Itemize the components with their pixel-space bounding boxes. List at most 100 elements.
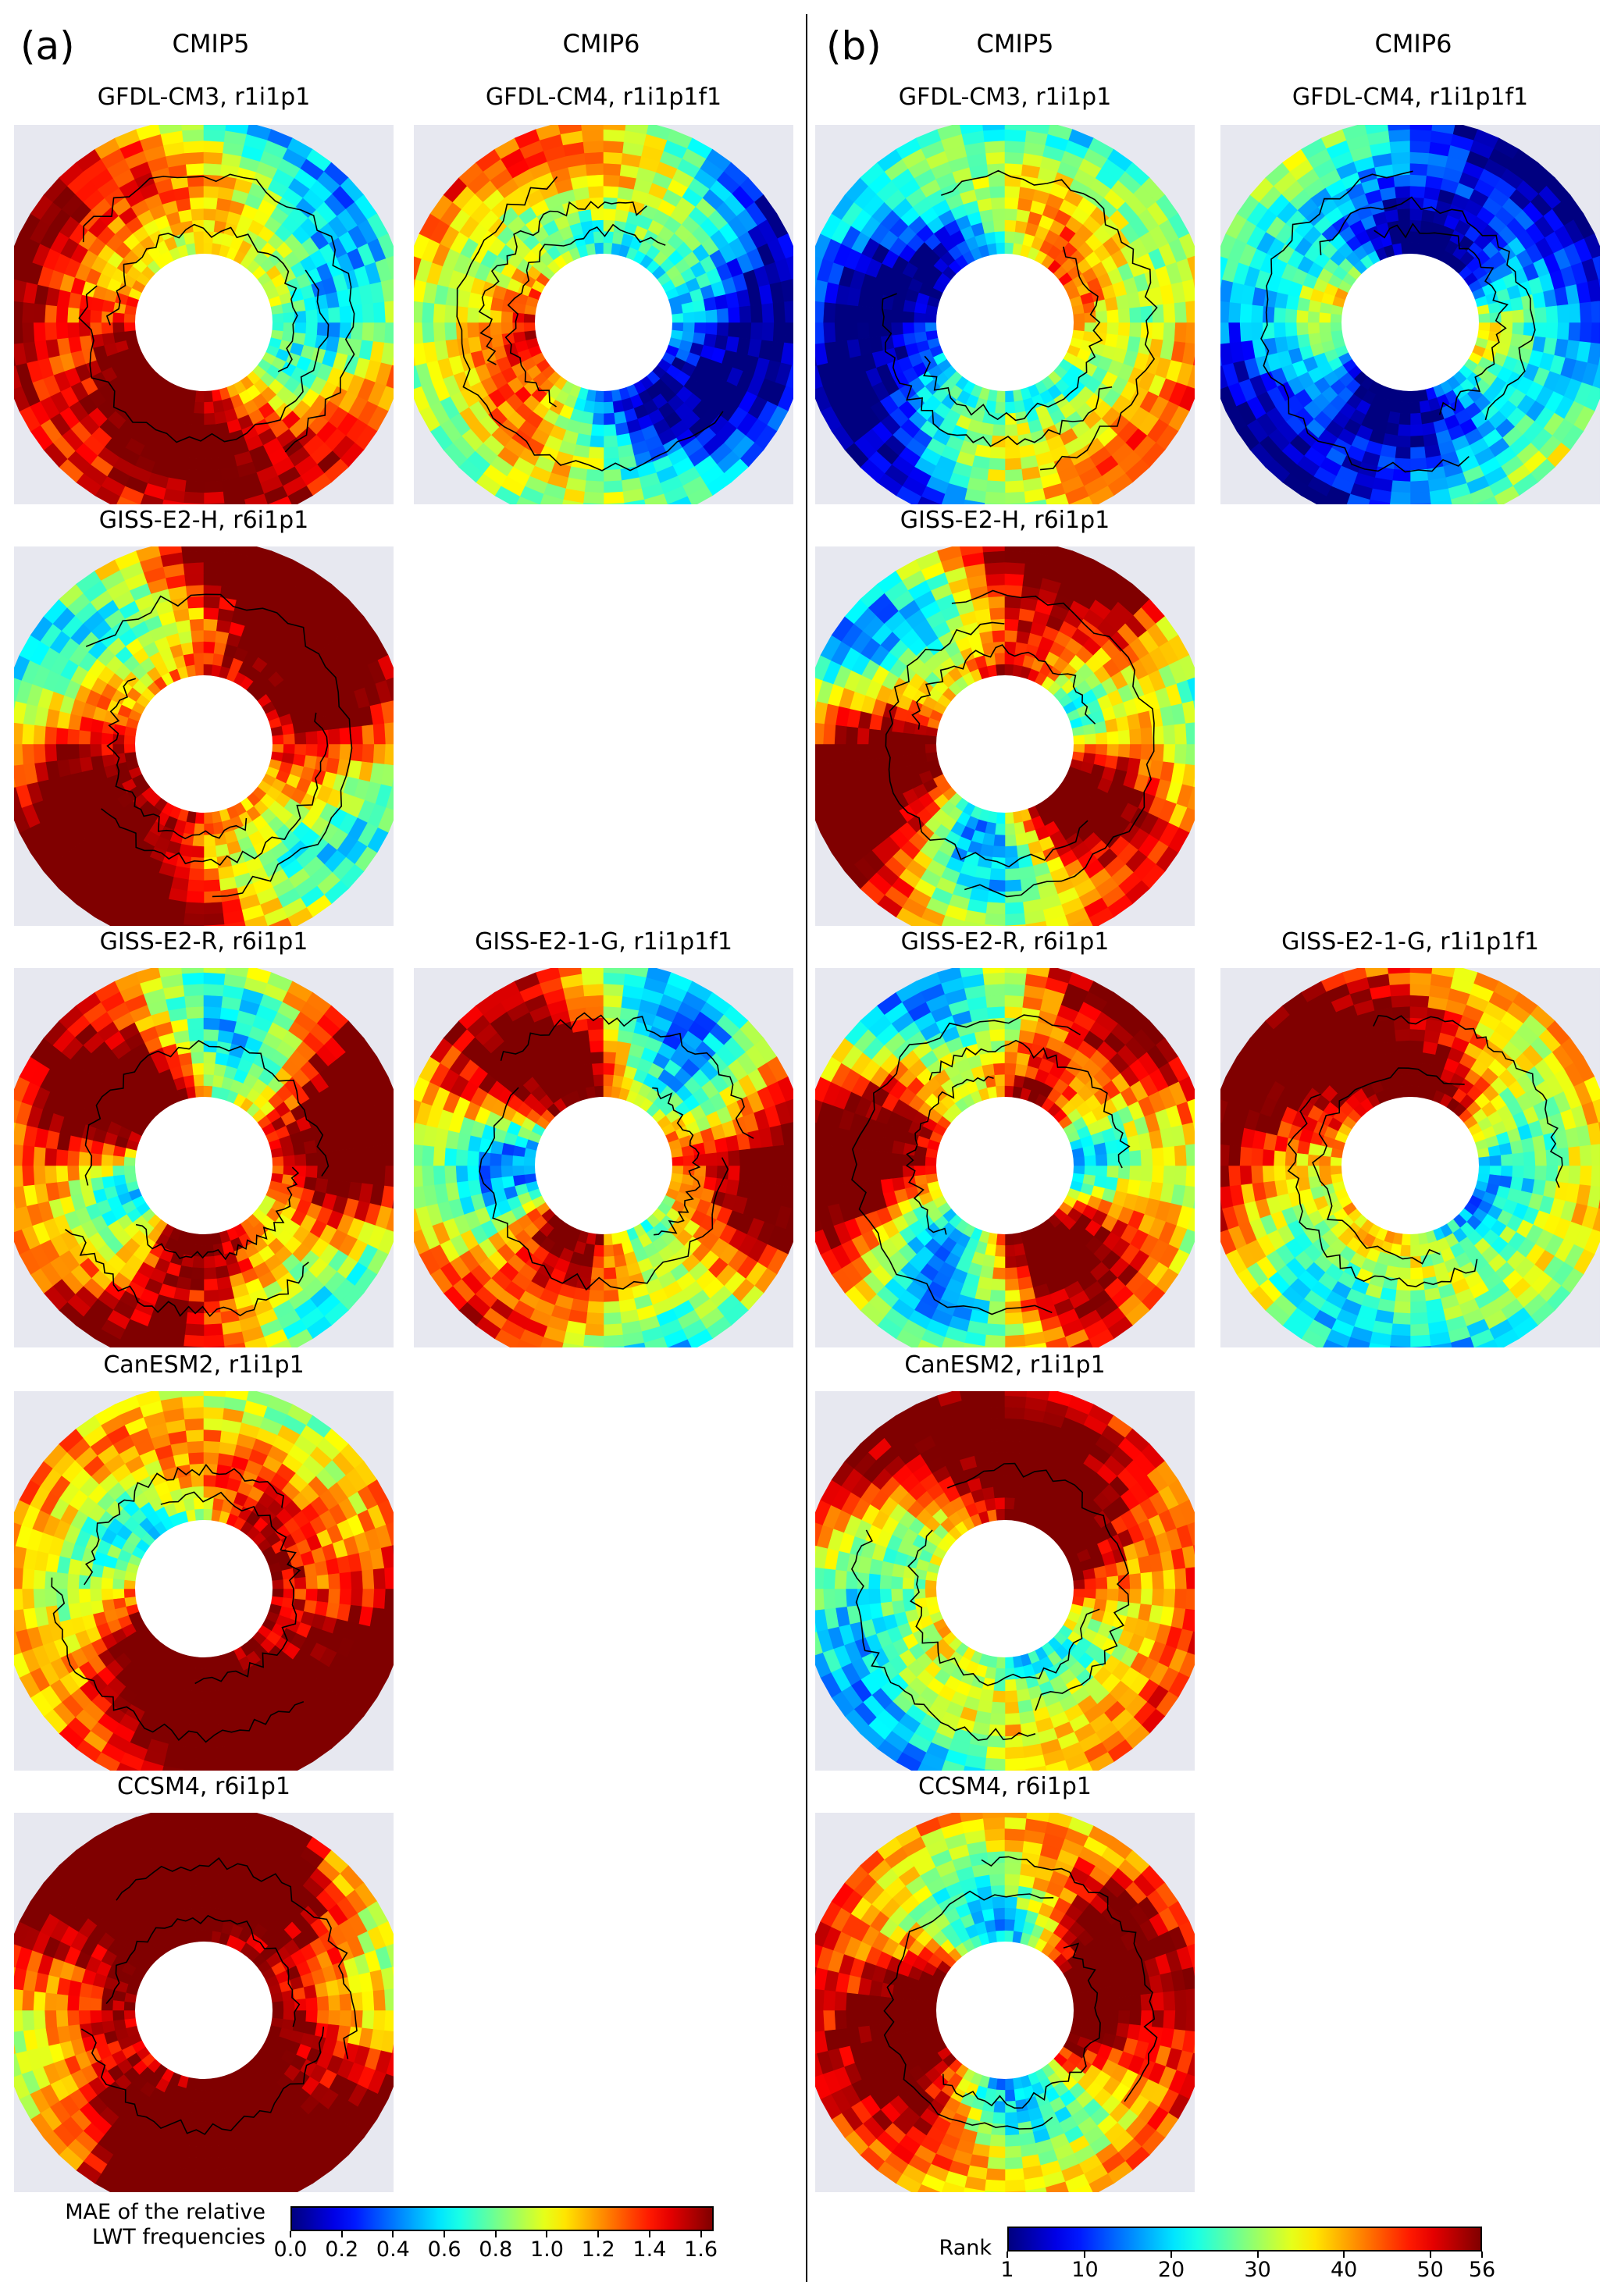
map-cell [187, 596, 205, 609]
map-cell [183, 2179, 205, 2192]
map-cell [213, 2098, 227, 2113]
map-cell [890, 322, 903, 336]
polar-cap [135, 1520, 273, 1657]
map-cell [913, 311, 926, 323]
map-cell [191, 1896, 205, 1909]
map-cell [1004, 230, 1016, 244]
map-cell [101, 1165, 114, 1178]
map-cell [339, 1148, 352, 1166]
map-cell [244, 2181, 268, 2192]
map-cell [283, 2009, 296, 2021]
map-cell [1073, 313, 1085, 323]
map-cell [14, 700, 16, 710]
map-cell [386, 786, 394, 811]
coastline [479, 1012, 754, 1291]
map-cell [511, 1165, 525, 1176]
map-cell [603, 390, 613, 403]
map-cell [750, 1165, 764, 1184]
map-cell [55, 2009, 69, 2027]
map-cell [184, 151, 205, 165]
map-cell [187, 879, 205, 892]
map-cell [203, 1813, 226, 1819]
map-cell [489, 322, 502, 336]
map-cell [194, 664, 205, 676]
map-cell [663, 486, 688, 504]
map-cell [21, 301, 35, 323]
map-cell [193, 230, 205, 244]
map-cell [786, 1098, 793, 1123]
map-cell [203, 902, 223, 915]
map-cell [414, 356, 416, 366]
polar-cap [535, 254, 672, 391]
map-cell [584, 995, 604, 1008]
map-cell [203, 913, 225, 926]
panel-b-col-header-cmip5: CMIP5 [976, 29, 1054, 59]
map-cell [272, 313, 284, 323]
map-cell [181, 1817, 205, 1830]
map-cell [225, 1391, 250, 1401]
map-cell [203, 457, 221, 471]
map-cell [89, 1588, 102, 1602]
map-cell [184, 1746, 205, 1760]
map-cells [14, 1813, 394, 2192]
panel-a-col-header-cmip6: CMIP6 [562, 29, 640, 59]
map-cell [272, 2009, 284, 2020]
map-cell [184, 1418, 205, 1431]
map-cell [193, 401, 205, 415]
map-cell [188, 1290, 205, 1303]
map-cell [693, 310, 707, 323]
map-cell [21, 723, 35, 745]
map-title: GISS-E2-R, r6i1p1 [99, 928, 308, 956]
map-cell [283, 1999, 296, 2011]
map-cell [180, 219, 194, 234]
map-cell [589, 435, 604, 448]
map-cell [101, 753, 116, 767]
map-cell [328, 728, 341, 745]
map-cell [466, 1165, 479, 1181]
map-cell [362, 303, 375, 323]
map-cell [536, 125, 561, 141]
map-cell [623, 499, 646, 504]
map-cell [191, 1255, 205, 1269]
map-cell [268, 1339, 292, 1347]
map-cell [603, 129, 626, 142]
map-cell [203, 1418, 223, 1431]
map-cell [586, 457, 604, 471]
map-cell [294, 743, 307, 756]
polar-map-svg [414, 968, 793, 1347]
map-cell [268, 917, 292, 926]
map-cell [739, 305, 752, 323]
map-cell [191, 412, 205, 425]
map-cell [187, 1440, 205, 1454]
map-cell [194, 2078, 205, 2091]
map-cell [14, 1522, 22, 1547]
map-cell [786, 1208, 793, 1233]
map-cell [14, 301, 23, 323]
map-cell [203, 140, 225, 154]
map-cell [433, 1165, 446, 1185]
map-cell [203, 1006, 223, 1020]
map-cell [188, 1451, 205, 1465]
map-cell [588, 185, 604, 198]
map-cell [784, 322, 793, 344]
map-cell [101, 1175, 116, 1189]
map-cell [414, 1144, 423, 1166]
map-cell [14, 1208, 22, 1233]
panel-a-col-header-cmip5: CMIP5 [172, 29, 250, 59]
map-cell [191, 1690, 205, 1703]
map-cell [511, 1155, 525, 1166]
map-cell [380, 279, 394, 303]
map-cell [590, 208, 604, 221]
map-cell [203, 2078, 213, 2091]
map-cell [203, 1930, 213, 1942]
map-cell [136, 968, 162, 984]
map-cell [101, 2009, 114, 2023]
map-cell [140, 1760, 164, 1771]
map-cell [203, 412, 216, 425]
map-cell [263, 1752, 288, 1771]
map-cell [184, 902, 205, 915]
map-cell [162, 1765, 184, 1771]
map-cell [140, 493, 164, 504]
coastline [85, 593, 353, 898]
polar-map-svg [14, 1813, 394, 2192]
